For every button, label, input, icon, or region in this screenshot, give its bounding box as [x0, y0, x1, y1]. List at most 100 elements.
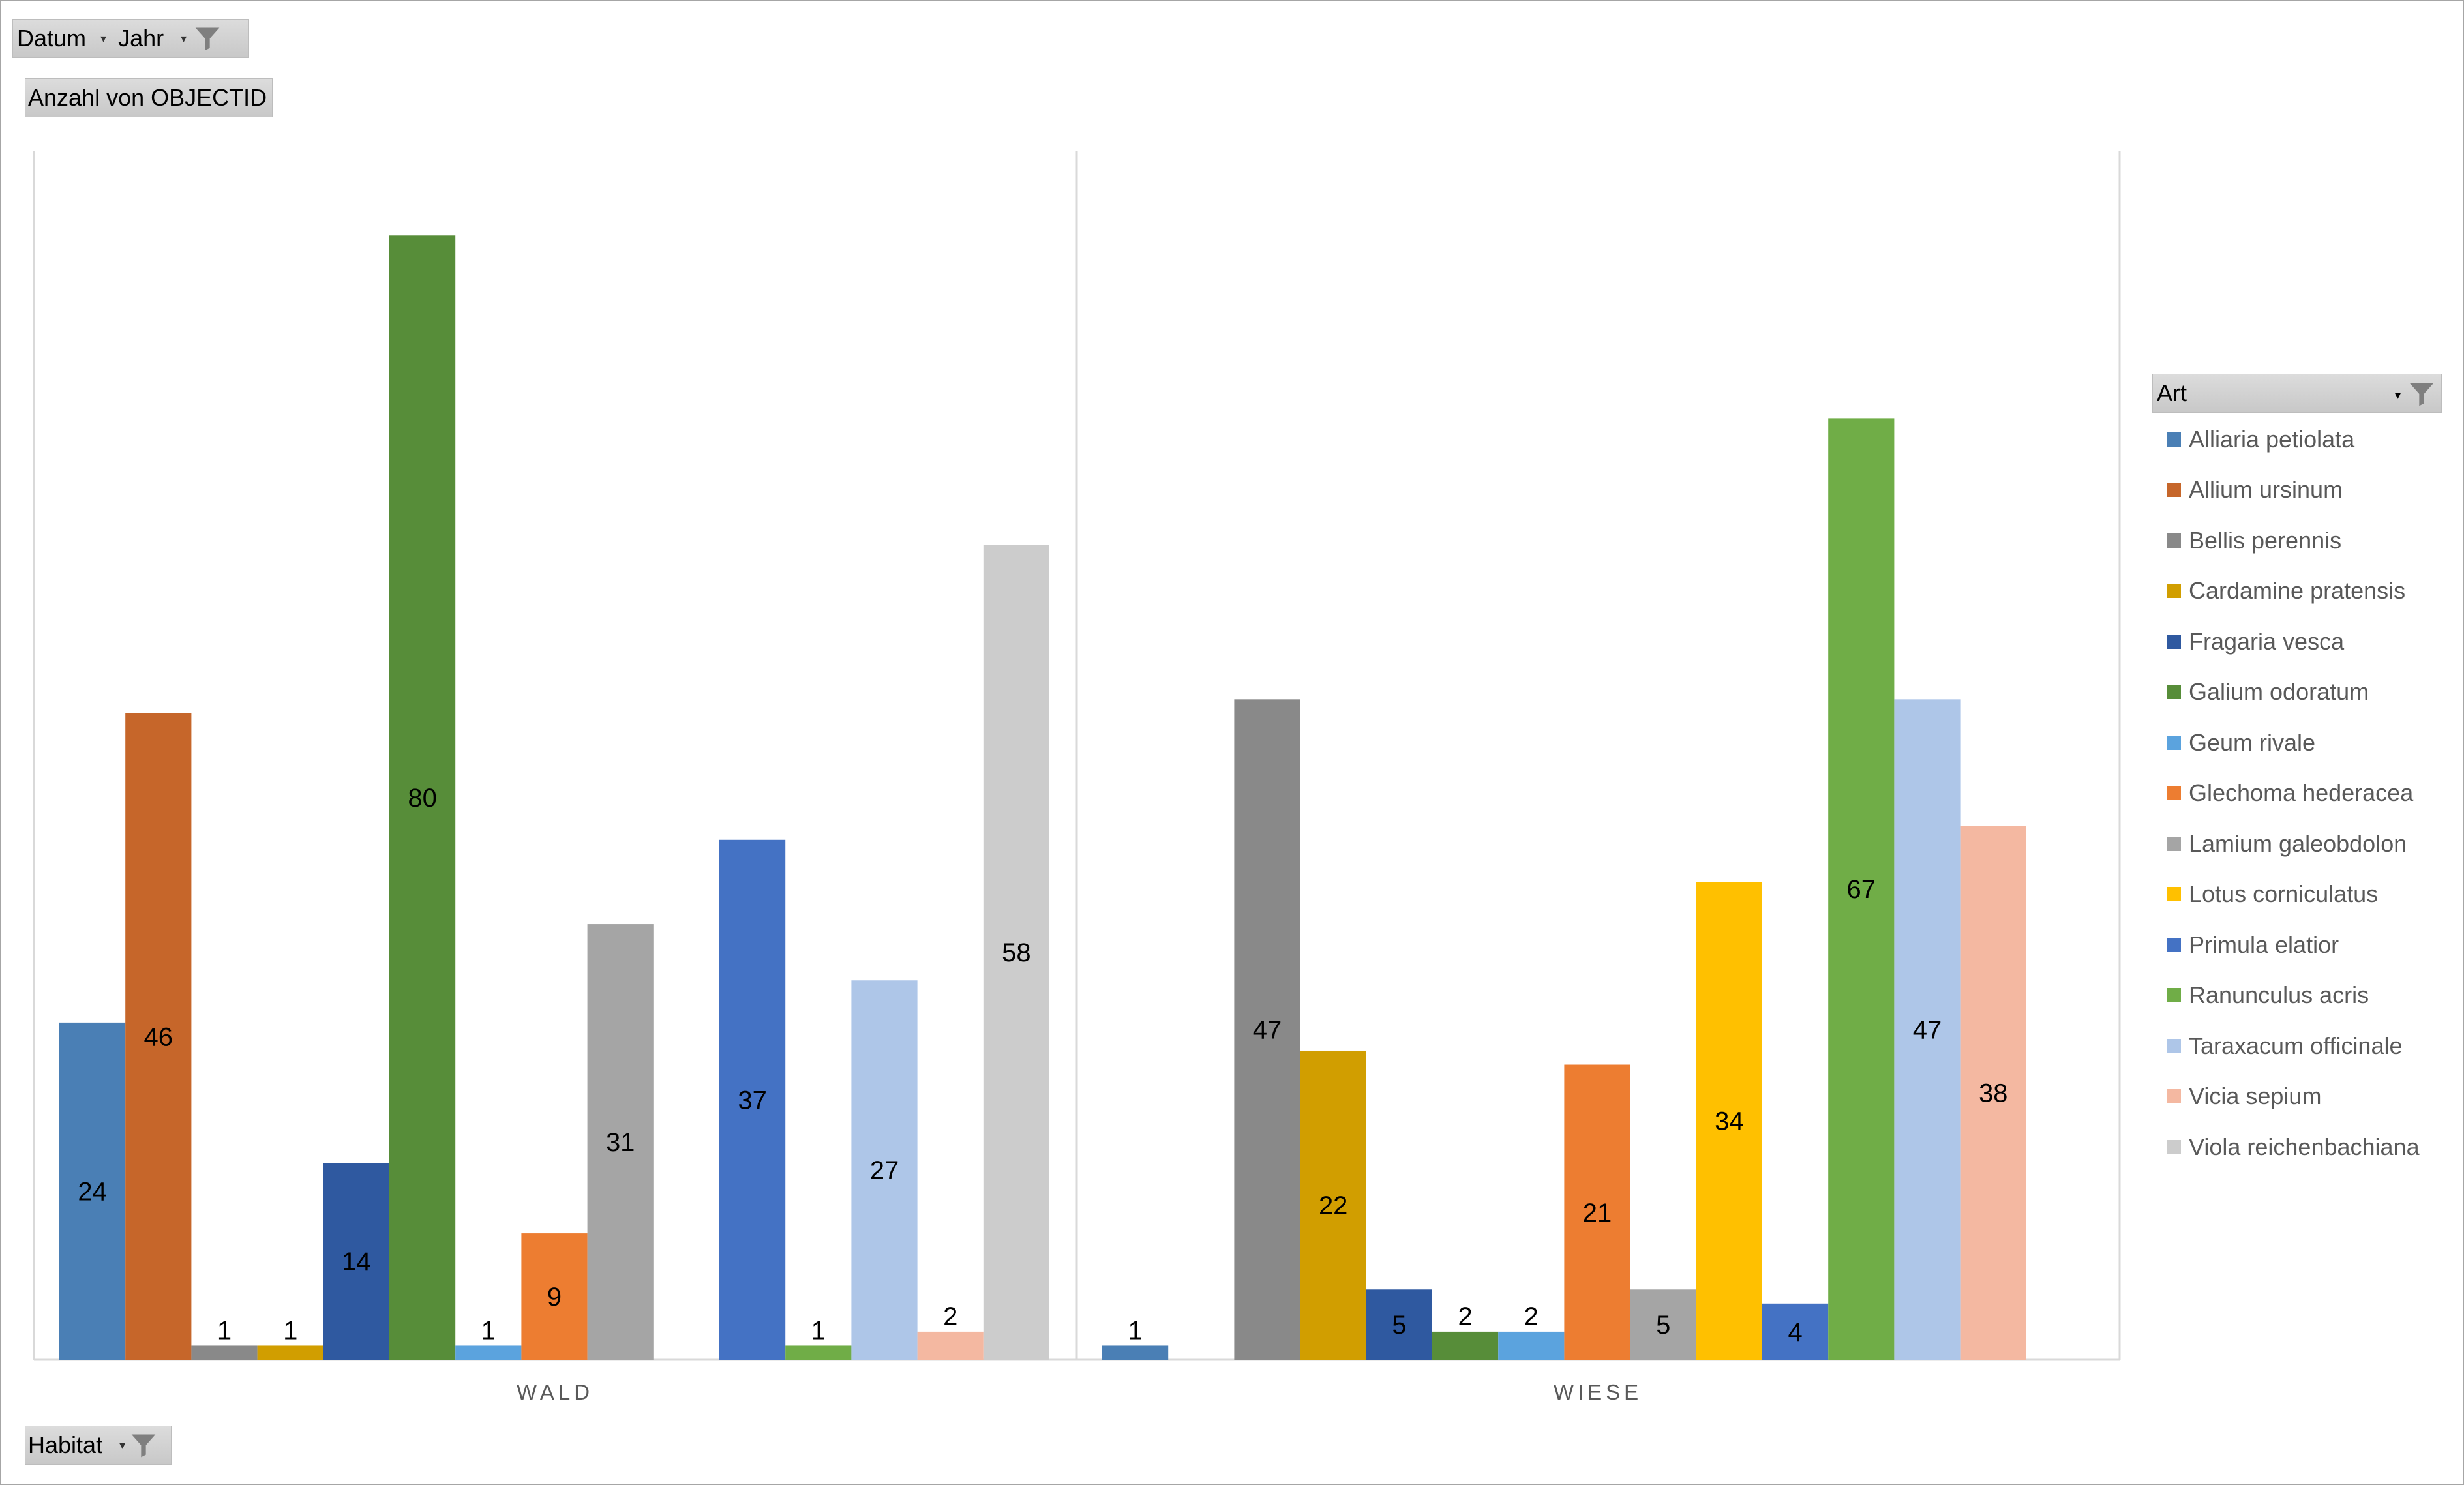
legend-dropdown-arrow[interactable]: ▾: [2394, 389, 2401, 402]
legend-field-button[interactable]: Art ▾: [2152, 374, 2442, 413]
bar-wald-primula-elatior[interactable]: [719, 839, 786, 1360]
bar-wiese-galium-odoratum[interactable]: [1432, 1331, 1499, 1360]
bar-wiese-glechoma-hederacea[interactable]: [1564, 1064, 1630, 1360]
data-label: 22: [1319, 1192, 1348, 1220]
legend-item[interactable]: Primula elatior: [2152, 920, 2446, 970]
data-label: 27: [870, 1156, 899, 1185]
bar-wald-geum-rivale[interactable]: [455, 1345, 522, 1360]
legend-item[interactable]: Fragaria vesca: [2152, 616, 2446, 667]
legend-item[interactable]: Vicia sepium: [2152, 1072, 2446, 1122]
legend-funnel-icon[interactable]: [2407, 380, 2436, 408]
value-field-button[interactable]: Anzahl von OBJECTID: [25, 78, 273, 117]
legend-item-label: Lotus corniculatus: [2189, 880, 2379, 908]
bar-wiese-geum-rivale[interactable]: [1498, 1331, 1565, 1360]
bar-wiese-taraxacum-officinale[interactable]: [1894, 699, 1961, 1360]
bar-wald-fragaria-vesca[interactable]: [323, 1163, 389, 1360]
legend-swatch: [2167, 584, 2181, 599]
habitat-filter-button[interactable]: Habitat ▾: [25, 1426, 172, 1465]
data-label: 24: [78, 1177, 107, 1206]
legend-item[interactable]: Allium ursinum: [2152, 465, 2446, 516]
data-label: 34: [1715, 1107, 1744, 1136]
bar-wiese-vicia-sepium[interactable]: [1960, 826, 2026, 1360]
legend-item[interactable]: Bellis perennis: [2152, 515, 2446, 566]
data-label: 37: [738, 1086, 767, 1115]
legend-item[interactable]: Ranunculus acris: [2152, 970, 2446, 1021]
legend: Art ▾ Alliaria petiolata Allium ursinum Be…: [2152, 374, 2446, 1173]
habitat-dropdown-arrow[interactable]: ▾: [119, 1438, 126, 1452]
bar-wiese-lotus-corniculatus[interactable]: [1696, 882, 1762, 1360]
datum-filter-button[interactable]: Datum ▾ Jahr ▾: [12, 19, 249, 58]
legend-swatch: [2167, 1038, 2181, 1053]
legend-swatch: [2167, 1139, 2181, 1154]
bar-wald-viola-reichenbachiana[interactable]: [983, 545, 1049, 1360]
legend-swatch: [2167, 988, 2181, 1003]
legend-item-label: Viola reichenbachiana: [2189, 1133, 2420, 1160]
data-label: 1: [1128, 1316, 1142, 1345]
legend-item-label: Taraxacum officinale: [2189, 1032, 2403, 1059]
legend-item[interactable]: Geum rivale: [2152, 717, 2446, 768]
legend-item[interactable]: Lamium galeobdolon: [2152, 818, 2446, 869]
legend-item-label: Allium ursinum: [2189, 476, 2343, 503]
legend-swatch: [2167, 786, 2181, 801]
legend-swatch: [2167, 836, 2181, 851]
bar-wald-alliaria-petiolata[interactable]: [59, 1022, 126, 1360]
bar-wiese-cardamine-pratensis[interactable]: [1300, 1050, 1366, 1360]
bar-wiese-primula-elatior[interactable]: [1762, 1303, 1829, 1360]
legend-swatch: [2167, 432, 2181, 447]
filter-funnel-icon[interactable]: [193, 24, 222, 53]
legend-item[interactable]: Lotus corniculatus: [2152, 869, 2446, 920]
data-label: 46: [144, 1023, 173, 1051]
legend-swatch: [2167, 735, 2181, 750]
bar-wald-galium-odoratum[interactable]: [389, 235, 456, 1360]
data-label: 14: [342, 1248, 371, 1276]
data-label: 47: [1913, 1016, 1942, 1045]
datum-dropdown-arrow[interactable]: ▾: [100, 31, 107, 45]
legend-item-label: Fragaria vesca: [2189, 627, 2345, 655]
legend-swatch: [2167, 634, 2181, 649]
legend-item[interactable]: Alliaria petiolata: [2152, 414, 2446, 465]
bar-wald-taraxacum-officinale[interactable]: [851, 980, 918, 1360]
bar-wald-lamium-galeobdolon[interactable]: [587, 924, 654, 1360]
category-label-wald: WALD: [517, 1380, 593, 1404]
data-label: 67: [1847, 875, 1876, 904]
legend-item[interactable]: Taraxacum officinale: [2152, 1021, 2446, 1072]
legend-item[interactable]: Viola reichenbachiana: [2152, 1122, 2446, 1173]
legend-swatch: [2167, 937, 2181, 952]
bar-wald-glechoma-hederacea[interactable]: [521, 1233, 588, 1360]
data-label: 21: [1583, 1199, 1612, 1227]
legend-item[interactable]: Cardamine pratensis: [2152, 566, 2446, 617]
data-label: 80: [408, 784, 437, 813]
data-label: 1: [283, 1316, 297, 1345]
legend-swatch: [2167, 483, 2181, 498]
data-label: 5: [1392, 1311, 1406, 1340]
bar-wald-ranunculus-acris[interactable]: [785, 1345, 852, 1360]
bar-wiese-ranunculus-acris[interactable]: [1828, 418, 1895, 1360]
bar-wiese-lamium-galeobdolon[interactable]: [1630, 1289, 1696, 1360]
legend-item-label: Ranunculus acris: [2189, 982, 2369, 1009]
value-field-label: Anzahl von OBJECTID: [28, 84, 267, 111]
legend-swatch: [2167, 1089, 2181, 1104]
jahr-dropdown-arrow[interactable]: ▾: [181, 31, 187, 45]
legend-item[interactable]: Glechoma hederacea: [2152, 768, 2446, 819]
bars-group: [59, 235, 2026, 1360]
bar-wald-cardamine-pratensis[interactable]: [257, 1345, 323, 1360]
data-label: 31: [606, 1128, 635, 1157]
legend-item-label: Alliaria petiolata: [2189, 425, 2355, 453]
legend-item-label: Cardamine pratensis: [2189, 577, 2406, 605]
bar-wald-vicia-sepium[interactable]: [917, 1331, 984, 1360]
bar-wald-bellis-perennis[interactable]: [191, 1345, 258, 1360]
legend-item[interactable]: Galium odoratum: [2152, 667, 2446, 718]
habitat-funnel-icon[interactable]: [129, 1431, 158, 1460]
bar-wiese-alliaria-petiolata[interactable]: [1102, 1345, 1169, 1360]
legend-item-label: Vicia sepium: [2189, 1083, 2322, 1110]
bar-wiese-fragaria-vesca[interactable]: [1366, 1289, 1432, 1360]
bar-wald-allium-ursinum[interactable]: [125, 713, 192, 1360]
data-label: 1: [481, 1316, 496, 1345]
bar-wiese-bellis-perennis[interactable]: [1234, 699, 1300, 1360]
category-labels-group: WALD WIESE: [517, 1380, 1638, 1404]
data-label: 58: [1002, 938, 1031, 967]
data-label: 1: [811, 1316, 826, 1345]
